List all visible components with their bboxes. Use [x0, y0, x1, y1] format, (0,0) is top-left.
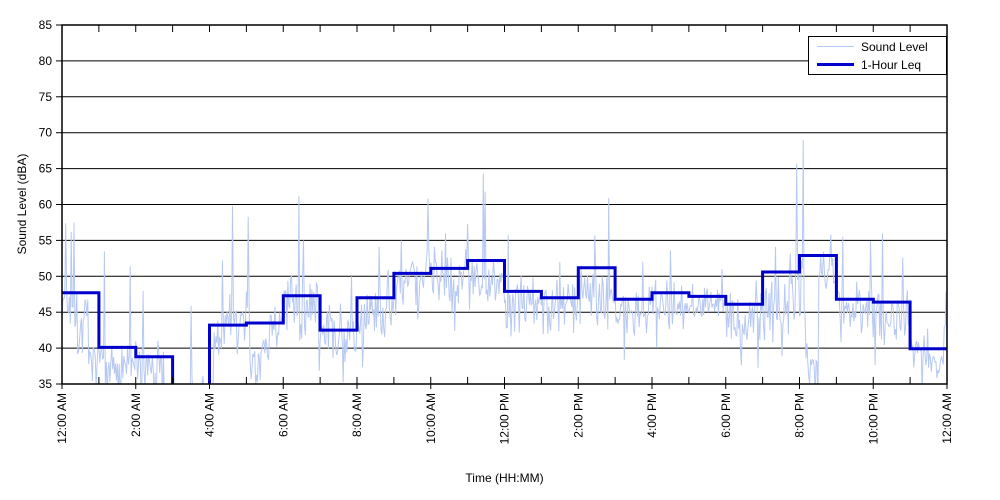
y-tick-label: 85 — [39, 18, 53, 32]
x-tick-label: 4:00 AM — [203, 393, 217, 437]
x-tick-label: 8:00 AM — [350, 393, 364, 437]
y-tick-label: 35 — [39, 377, 53, 391]
legend-item-sound-level: Sound Level — [809, 38, 946, 56]
leq-line-swatch — [817, 63, 854, 66]
x-tick-label: 2:00 PM — [571, 393, 585, 438]
x-tick-label: 12:00 AM — [55, 393, 69, 444]
y-tick-label: 50 — [39, 269, 53, 283]
x-tick-label: 12:00 PM — [498, 393, 512, 444]
y-tick-label: 60 — [39, 198, 53, 212]
x-tick-label: 6:00 PM — [719, 393, 733, 438]
legend-label-sound-level: Sound Level — [861, 39, 928, 54]
y-axis-label: Sound Level (dBA) — [15, 153, 29, 255]
x-axis-label: Time (HH:MM) — [465, 471, 544, 485]
y-tick-label: 55 — [39, 233, 53, 247]
y-tick-label: 65 — [39, 162, 53, 176]
x-tick-label: 2:00 AM — [129, 393, 143, 437]
y-tick-label: 40 — [39, 341, 53, 355]
x-tick-label: 8:00 PM — [793, 393, 807, 438]
y-tick-label: 80 — [39, 54, 53, 68]
x-tick-label: 10:00 AM — [424, 393, 438, 444]
x-tick-label: 4:00 PM — [645, 393, 659, 438]
x-tick-label: 10:00 PM — [866, 393, 880, 444]
legend-item-1-hour-leq: 1-Hour Leq — [809, 56, 946, 74]
y-tick-label: 70 — [39, 126, 53, 140]
y-tick-label: 45 — [39, 305, 53, 319]
legend: Sound Level 1-Hour Leq — [808, 36, 947, 75]
sound-level-line-swatch — [817, 46, 854, 47]
x-tick-label: 6:00 AM — [276, 393, 290, 437]
y-tick-label: 75 — [39, 90, 53, 104]
x-tick-label: 12:00 AM — [940, 393, 954, 444]
leq-series — [62, 254, 947, 384]
legend-label-1-hour-leq: 1-Hour Leq — [861, 57, 922, 72]
